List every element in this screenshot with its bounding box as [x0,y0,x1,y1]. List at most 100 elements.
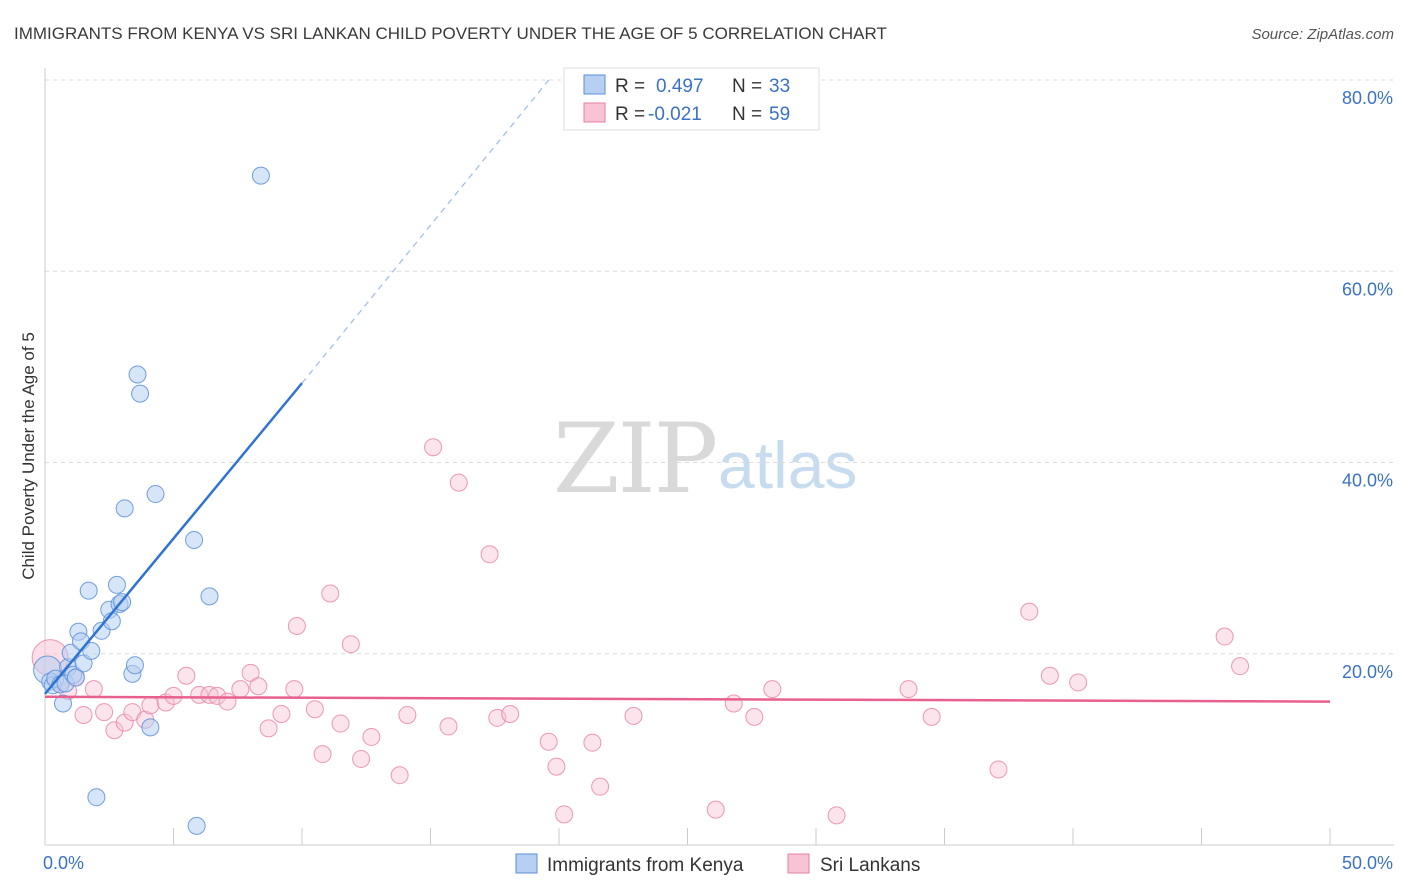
point-srilanka [115,713,134,732]
point-kenya [187,816,206,835]
point-srilanka [287,617,306,636]
point-srilanka [321,584,340,603]
point-kenya [53,694,72,713]
legend-n-label-srilanka: N = [732,104,762,125]
point-srilanka [272,704,291,723]
point-srilanka [922,707,941,726]
point-srilanka [547,757,566,776]
point-srilanka [424,438,443,457]
series-legend-label-kenya: Immigrants from Kenya [547,855,744,876]
legend-r-label-kenya: R = [615,76,645,97]
chart-source: Source: ZipAtlas.com [1251,26,1394,43]
point-kenya [125,656,144,675]
point-srilanka [591,777,610,796]
point-srilanka [231,680,250,699]
point-srilanka [827,806,846,825]
y-tick-labels: 20.0% 40.0% 60.0% 80.0% [1342,88,1393,682]
point-srilanka [583,733,602,752]
point-kenya [185,530,204,549]
point-srilanka [84,680,103,699]
legend-r-value-kenya: 0.497 [656,76,704,97]
regression-line-srilanka [44,695,1331,703]
point-srilanka [305,700,324,719]
regression-lines [44,79,1331,703]
point-srilanka [164,686,183,705]
regression-line-kenya [44,382,303,695]
correlation-legend: R = 0.497 N = 33 R = -0.021 N = 59 [563,67,820,131]
point-srilanka [313,745,332,764]
y-tick-label-40: 40.0% [1342,471,1393,491]
legend-swatch-kenya [583,74,606,95]
x-tick-label-min: 0.0% [43,853,84,873]
point-kenya [146,485,165,504]
point-srilanka [200,685,219,704]
point-srilanka [449,473,468,492]
point-kenya [87,788,106,807]
point-srilanka [241,663,260,682]
point-srilanka [501,704,520,723]
point-srilanka [1215,627,1234,646]
point-kenya [141,718,160,737]
point-srilanka [331,714,350,733]
point-srilanka [1231,657,1250,676]
point-srilanka [141,696,160,715]
point-kenya [115,499,134,518]
point-kenya [107,575,126,594]
point-srilanka [341,635,360,654]
point-srilanka [208,686,227,705]
legend-n-value-srilanka: 59 [769,104,790,125]
watermark-atlas: atlas [718,428,857,502]
legend-n-label-kenya: N = [732,76,762,97]
legend-box [563,67,820,131]
point-srilanka [362,727,381,746]
point-srilanka [74,705,93,724]
point-srilanka [899,680,918,699]
watermark-zip: ZIP [553,403,716,515]
point-srilanka [539,732,558,751]
point-srilanka [177,666,196,685]
point-kenya [128,365,147,384]
legend-r-label-srilanka: R = [615,104,645,125]
chart-title: IMMIGRANTS FROM KENYA VS SRI LANKAN CHIL… [14,24,887,43]
point-srilanka [105,721,124,740]
point-srilanka [218,692,237,711]
y-axis-label: Child Poverty Under the Age of 5 [19,332,38,580]
gridlines [45,79,1394,655]
point-srilanka [352,749,371,768]
y-tick-label-80: 80.0% [1342,88,1393,108]
point-kenya [131,384,150,403]
point-srilanka [249,677,268,696]
point-srilanka [439,717,458,736]
series-legend-swatch-srilanka [787,853,810,874]
zipatlas-watermark: ZIP atlas [553,403,857,515]
legend-swatch-srilanka [583,102,606,123]
point-srilanka [285,680,304,699]
y-tick-label-60: 60.0% [1342,279,1393,299]
point-srilanka [480,545,499,564]
point-srilanka [1040,666,1059,685]
point-srilanka [259,719,278,738]
series-legend-swatch-kenya [515,853,538,874]
point-srilanka [624,706,643,725]
point-kenya [66,668,85,687]
point-srilanka [989,760,1008,779]
point-srilanka [1020,602,1039,621]
point-srilanka [745,707,764,726]
legend-r-value-srilanka: -0.021 [648,104,702,125]
point-srilanka [706,800,725,819]
series-legend: Immigrants from Kenya Sri Lankans [515,853,920,876]
legend-n-value-kenya: 33 [769,76,790,97]
regression-extension-kenya [301,79,550,384]
point-srilanka [398,705,417,724]
series-kenya-points [33,166,270,835]
point-srilanka [763,680,782,699]
point-kenya [79,581,98,600]
x-tick-label-max: 50.0% [1342,853,1393,873]
point-srilanka [390,766,409,785]
point-kenya [200,587,219,606]
series-legend-label-srilanka: Sri Lankans [820,855,920,876]
point-kenya [82,641,101,660]
point-srilanka [724,694,743,713]
point-srilanka [190,685,209,704]
